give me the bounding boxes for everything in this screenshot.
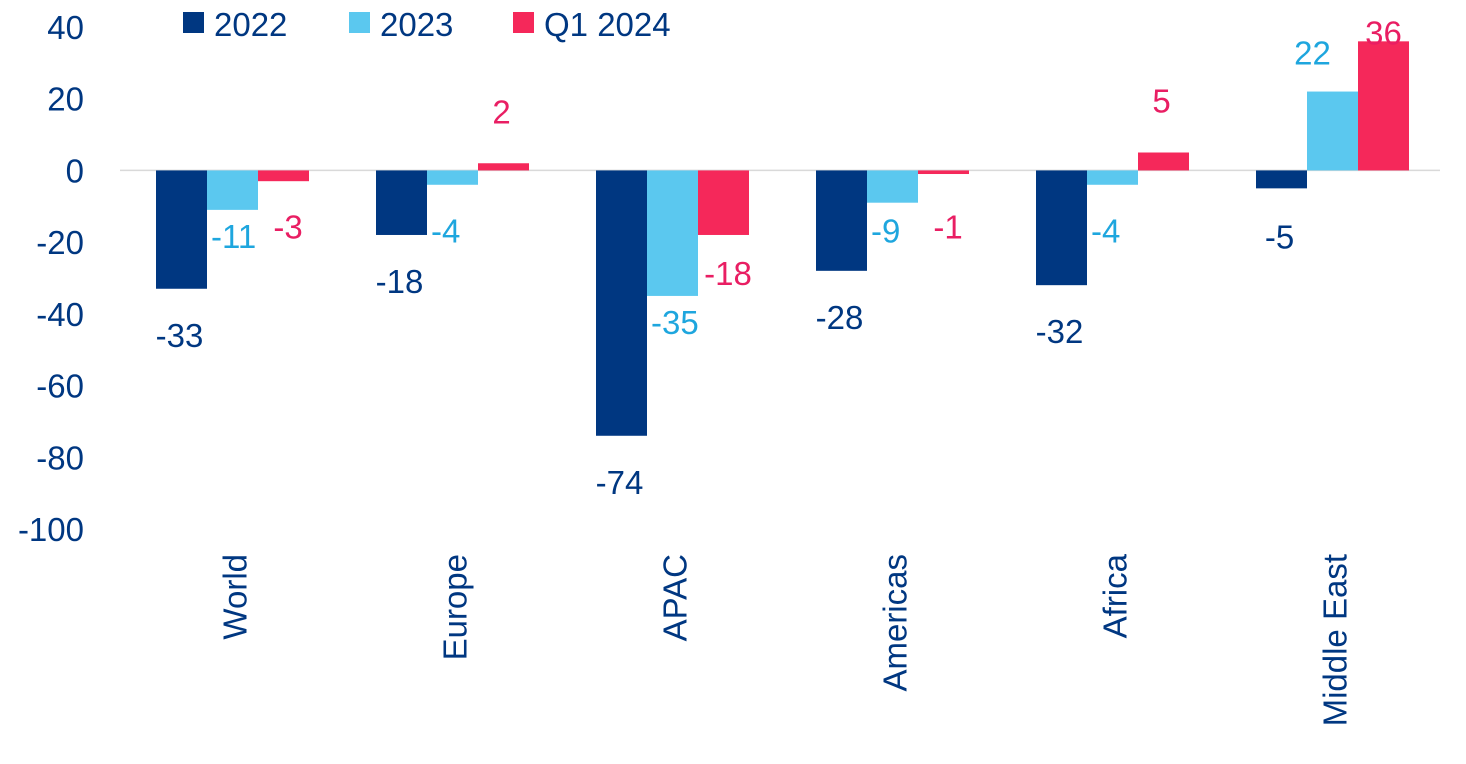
bar-africa-q1-2024 [1138,152,1189,171]
bars [156,41,1409,436]
data-label: -1 [933,208,962,245]
bar-africa-2023 [1087,170,1138,185]
bar-africa-2022 [1036,170,1087,286]
bar-world-2022 [156,170,207,289]
bar-middle-east-q1-2024 [1358,41,1409,171]
legend-swatch [183,12,204,33]
category-label: Europe [437,554,474,660]
legend-label: 2022 [214,6,287,43]
y-axis: 40 20 0 -20 -40 -60 -80 -100 [18,9,84,548]
data-label: -4 [1091,212,1120,249]
category-label: Middle East [1317,554,1354,726]
legend: 2022 2023 Q1 2024 [183,6,671,43]
bar-world-2023 [207,170,258,210]
bar-world-q1-2024 [258,170,309,182]
bar-apac-2023 [647,170,698,296]
legend-swatch [513,12,534,33]
data-label: -74 [596,464,644,501]
category-label: World [217,554,254,640]
bar-apac-q1-2024 [698,170,749,235]
category-label: Africa [1097,553,1134,638]
bar-americas-2022 [816,170,867,271]
data-label: -4 [431,212,460,249]
data-label: -11 [211,218,256,255]
data-label: -28 [816,299,864,336]
data-label: 5 [1152,83,1170,120]
data-label: -9 [871,212,900,249]
bar-americas-q1-2024 [918,170,969,175]
bar-middle-east-2023 [1307,91,1358,171]
data-label: -18 [704,255,752,292]
data-label: 22 [1294,35,1331,72]
y-tick-label: 40 [47,9,84,46]
data-label: 36 [1365,14,1402,51]
y-tick-label: -40 [36,296,84,333]
bar-europe-2023 [427,170,478,185]
y-tick-label: -80 [36,439,84,476]
y-tick-label: 20 [47,81,84,118]
y-tick-label: 0 [66,152,84,189]
legend-label: Q1 2024 [544,6,671,43]
bar-apac-2022 [596,170,647,436]
y-tick-label: -100 [18,511,84,548]
data-label: -33 [156,317,204,354]
data-label: -3 [273,208,302,245]
data-label: -5 [1265,218,1294,255]
bar-europe-q1-2024 [478,163,529,171]
data-label: -18 [376,263,424,300]
category-label: APAC [657,554,694,641]
data-labels: -33-11 -3-18-42-74-35-18-28-9 -1-32-45-522… [156,14,1402,500]
x-axis: World Europe APAC Americas Africa Middle East [217,553,1354,726]
y-tick-label: -60 [36,368,84,405]
data-label: 2 [492,93,510,130]
data-label: -35 [651,304,699,341]
y-tick-label: -20 [36,224,84,261]
data-label: -32 [1036,313,1084,350]
bar-americas-2023 [867,170,918,203]
bar-middle-east-2022 [1256,170,1307,189]
legend-label: 2023 [380,6,453,43]
category-label: Americas [877,554,914,692]
bar-europe-2022 [376,170,427,235]
legend-swatch [349,12,370,33]
